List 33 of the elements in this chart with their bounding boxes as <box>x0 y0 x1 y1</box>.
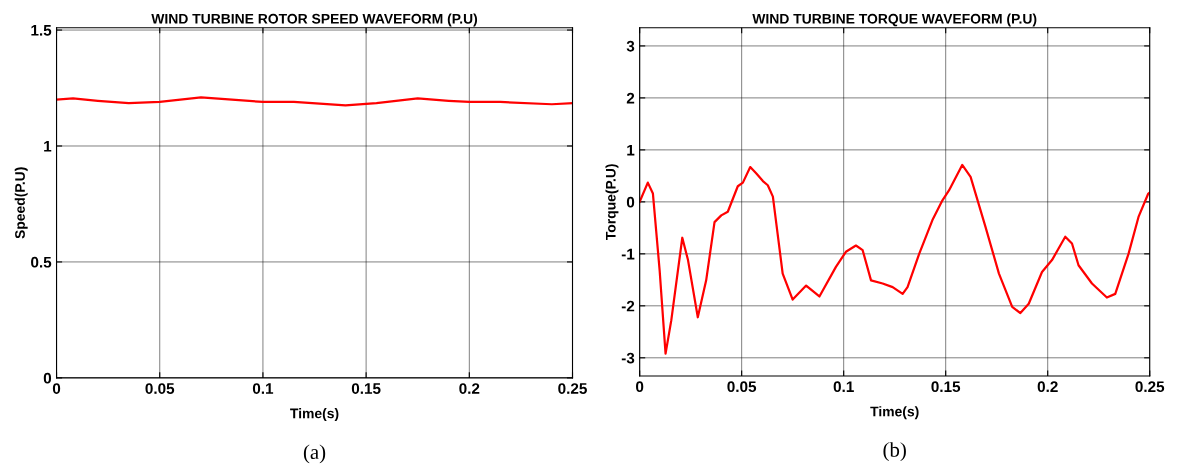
y-tick-label: -3 <box>621 352 635 364</box>
y-tick-label: 1.5 <box>31 25 52 36</box>
y-tick-label: 1 <box>627 144 635 156</box>
y-axis-title: Speed(P.U) <box>14 167 28 239</box>
line-series <box>56 96 573 107</box>
x-tick-label: 0.25 <box>1135 381 1165 393</box>
line-series <box>639 163 1150 355</box>
y-axis-title: Torque(P.U) <box>605 164 619 241</box>
x-tick-label: 0.15 <box>351 383 381 394</box>
y-tick-label: -2 <box>621 300 635 312</box>
text: (a) <box>303 444 326 464</box>
x-tick-label: 0.15 <box>931 381 961 393</box>
y-tick-label: 0 <box>43 372 52 384</box>
x-axis-title: Time(s) <box>870 406 919 420</box>
y-tick-label: -1 <box>621 248 635 260</box>
y-tick-label: 2 <box>626 92 635 104</box>
text: (b) <box>883 442 906 462</box>
x-axis-title: Time(s) <box>290 408 339 422</box>
chart-title: WIND TURBINE TORQUE WAVEFORM (P.U) <box>752 13 1037 27</box>
x-tick-label: 0.05 <box>727 381 757 393</box>
x-tick-label: 0 <box>52 383 61 394</box>
x-tick-label: 0.1 <box>833 381 854 393</box>
chart-title: WIND TURBINE ROTOR SPEED WAVEFORM (P.U) <box>151 13 478 27</box>
y-tick-label: 3 <box>626 40 635 52</box>
x-tick-label: 0.05 <box>145 383 175 394</box>
x-tick-label: 0.25 <box>558 383 587 394</box>
x-tick-label: 0 <box>636 381 644 393</box>
y-tick-label: 1 <box>44 141 52 152</box>
y-tick-label: 0.5 <box>31 256 52 268</box>
x-tick-label: 0.2 <box>459 383 480 394</box>
y-tick-label: 0 <box>626 196 635 208</box>
x-tick-label: 0.2 <box>1037 381 1058 393</box>
x-tick-label: 0.1 <box>252 383 274 394</box>
